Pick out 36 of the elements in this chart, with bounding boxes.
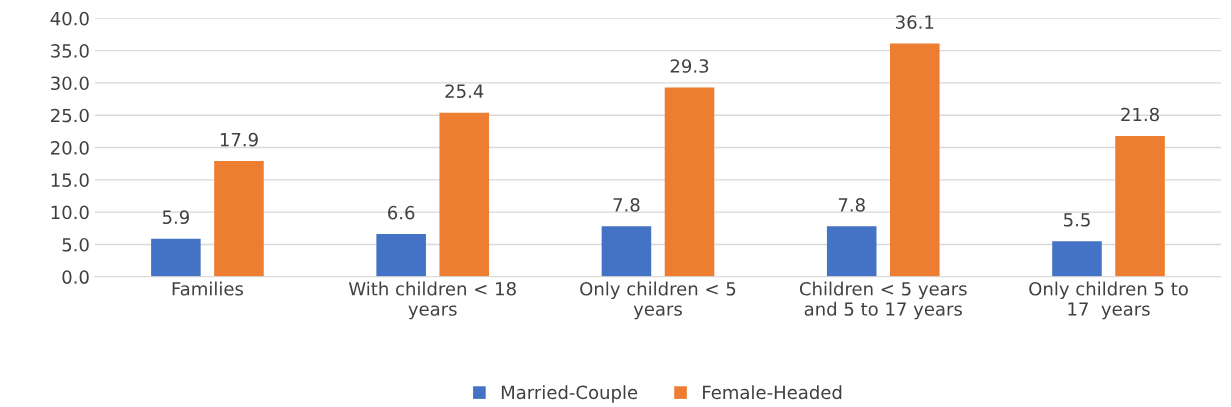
bar	[439, 112, 490, 277]
bar	[890, 43, 940, 277]
y-tick-label: 10.0	[51, 205, 89, 220]
y-tick-label: 5.0	[62, 237, 89, 252]
x-tick-label: Children < 5 years and 5 to 17 years	[799, 281, 967, 320]
y-tick-label: 0.0	[62, 270, 89, 284]
x-tick-label: With children < 18 years	[348, 281, 516, 320]
bar	[664, 87, 715, 277]
bar	[826, 226, 877, 277]
bar	[214, 161, 264, 277]
data-label: 5.5	[1064, 213, 1090, 227]
data-label: 7.8	[838, 198, 865, 212]
x-tick-label: Only children 5 to 17 years	[1029, 281, 1188, 320]
y-tick-label: 30.0	[51, 76, 89, 91]
data-label: 7.8	[613, 198, 640, 212]
data-label: 17.9	[220, 132, 258, 147]
legend-label: Married-Couple	[501, 385, 638, 403]
data-label: 36.1	[896, 15, 934, 29]
data-label: 6.6	[388, 205, 415, 220]
bar	[376, 234, 426, 277]
y-tick-label: 15.0	[51, 173, 89, 187]
x-tick-label: Only children < 5 years	[580, 281, 736, 320]
y-tick-label: 20.0	[51, 141, 89, 155]
legend-label: Female-Headed	[703, 385, 842, 400]
bar	[1052, 241, 1102, 277]
x-tick-label: Families	[172, 281, 244, 296]
data-label: 25.4	[445, 84, 484, 99]
bar	[601, 226, 652, 277]
y-tick-label: 25.0	[51, 108, 89, 123]
bar	[151, 238, 201, 277]
data-label: 5.9	[162, 210, 189, 225]
y-tick-label: 40.0	[50, 11, 89, 26]
y-tick-label: 35.0	[51, 44, 89, 58]
bar	[1115, 135, 1165, 277]
data-label: 21.8	[1121, 107, 1159, 122]
data-label: 29.3	[670, 59, 709, 73]
